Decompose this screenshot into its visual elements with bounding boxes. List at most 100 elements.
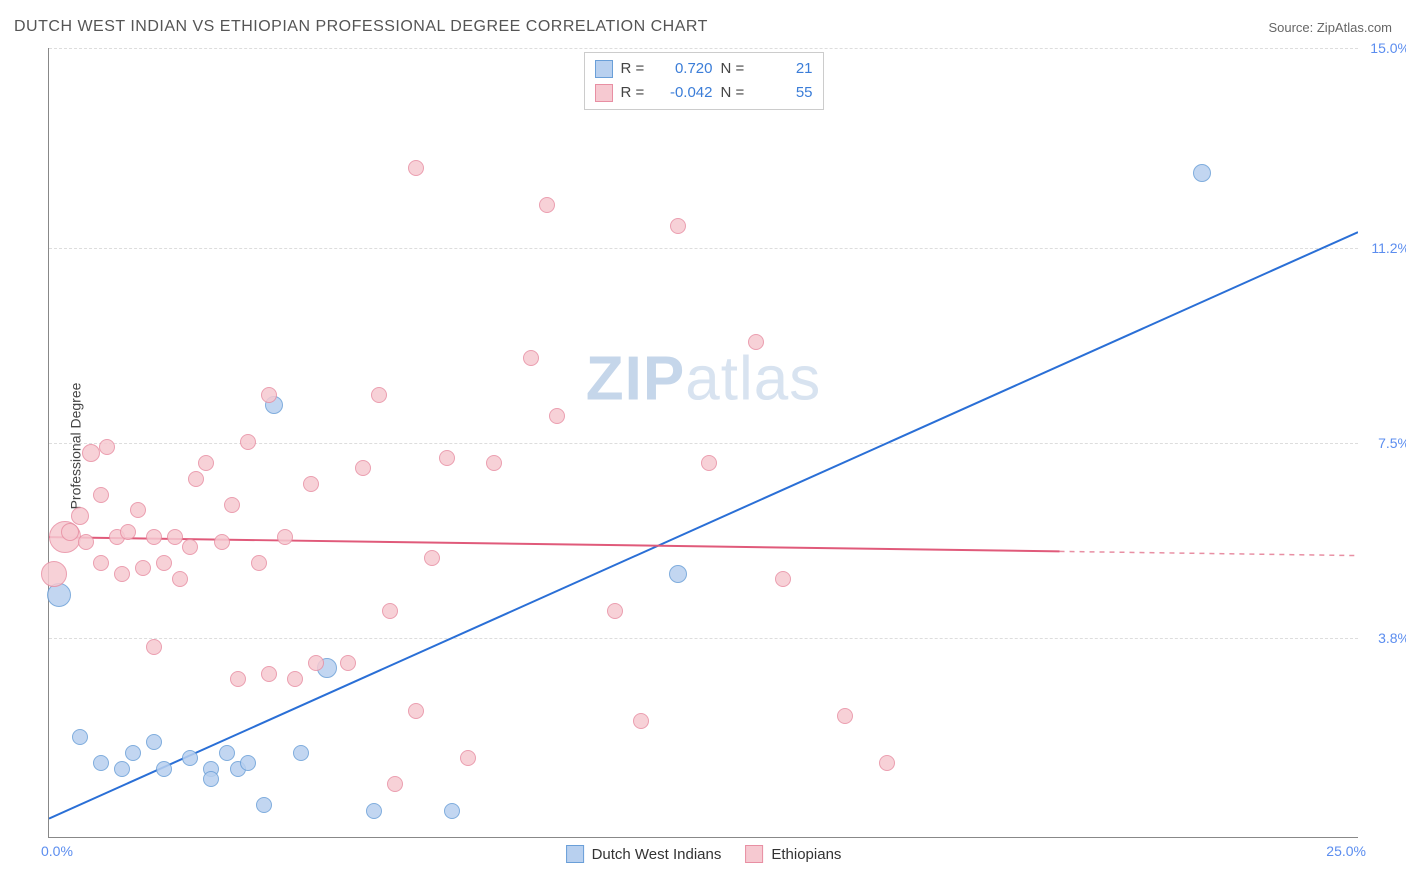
data-point bbox=[748, 334, 764, 350]
data-point bbox=[120, 524, 136, 540]
data-point bbox=[382, 603, 398, 619]
data-point bbox=[287, 671, 303, 687]
data-point bbox=[203, 771, 219, 787]
x-tick-max: 25.0% bbox=[1326, 843, 1366, 859]
chart-source: Source: ZipAtlas.com bbox=[1268, 20, 1392, 35]
data-point bbox=[230, 671, 246, 687]
data-point bbox=[408, 160, 424, 176]
data-point bbox=[156, 761, 172, 777]
data-point bbox=[188, 471, 204, 487]
data-point bbox=[78, 534, 94, 550]
n-label: N = bbox=[721, 81, 749, 105]
legend-stats: R = 0.720 N = 21 R = -0.042 N = 55 bbox=[584, 52, 824, 110]
data-point bbox=[130, 502, 146, 518]
data-point bbox=[93, 487, 109, 503]
data-point bbox=[256, 797, 272, 813]
legend-swatch bbox=[595, 84, 613, 102]
data-point bbox=[93, 555, 109, 571]
data-point bbox=[670, 218, 686, 234]
data-point bbox=[539, 197, 555, 213]
data-point bbox=[198, 455, 214, 471]
legend-swatch bbox=[745, 845, 763, 863]
data-point bbox=[669, 565, 687, 583]
legend-series: Dutch West Indians Ethiopians bbox=[566, 845, 842, 863]
data-point bbox=[172, 571, 188, 587]
chart-header: DUTCH WEST INDIAN VS ETHIOPIAN PROFESSIO… bbox=[14, 18, 1392, 36]
grid-line bbox=[49, 48, 1358, 49]
data-point bbox=[182, 539, 198, 555]
data-point bbox=[549, 408, 565, 424]
legend-series-item: Ethiopians bbox=[745, 845, 841, 863]
data-point bbox=[93, 755, 109, 771]
data-point bbox=[879, 755, 895, 771]
data-point bbox=[72, 729, 88, 745]
legend-stat-row: R = 0.720 N = 21 bbox=[595, 57, 813, 81]
data-point bbox=[82, 444, 100, 462]
data-point bbox=[240, 755, 256, 771]
data-point bbox=[240, 434, 256, 450]
r-value: 0.720 bbox=[657, 57, 713, 81]
data-point bbox=[523, 350, 539, 366]
r-value: -0.042 bbox=[657, 81, 713, 105]
watermark: ZIPatlas bbox=[586, 344, 821, 415]
n-label: N = bbox=[721, 57, 749, 81]
data-point bbox=[41, 561, 67, 587]
data-point bbox=[366, 803, 382, 819]
data-point bbox=[125, 745, 141, 761]
grid-line bbox=[49, 248, 1358, 249]
data-point bbox=[633, 713, 649, 729]
data-point bbox=[114, 761, 130, 777]
data-point bbox=[775, 571, 791, 587]
data-point bbox=[251, 555, 267, 571]
data-point bbox=[607, 603, 623, 619]
data-point bbox=[1193, 164, 1211, 182]
data-point bbox=[277, 529, 293, 545]
data-point bbox=[486, 455, 502, 471]
data-point bbox=[99, 439, 115, 455]
data-point bbox=[293, 745, 309, 761]
data-point bbox=[224, 497, 240, 513]
legend-swatch bbox=[595, 60, 613, 78]
y-tick-label: 7.5% bbox=[1378, 435, 1406, 451]
trend-line bbox=[49, 232, 1358, 818]
data-point bbox=[167, 529, 183, 545]
data-point bbox=[424, 550, 440, 566]
y-tick-label: 11.2% bbox=[1371, 240, 1406, 256]
y-tick-label: 15.0% bbox=[1370, 40, 1406, 56]
data-point bbox=[156, 555, 172, 571]
data-point bbox=[701, 455, 717, 471]
data-point bbox=[114, 566, 130, 582]
data-point bbox=[146, 529, 162, 545]
data-point bbox=[61, 523, 79, 541]
n-value: 55 bbox=[757, 81, 813, 105]
data-point bbox=[182, 750, 198, 766]
plot-area: ZIPatlas 3.8%7.5%11.2%15.0% R =0.720N =2… bbox=[48, 48, 1358, 838]
data-point bbox=[261, 666, 277, 682]
data-point bbox=[146, 734, 162, 750]
legend-swatch bbox=[566, 845, 584, 863]
trend-line-dashed bbox=[1060, 551, 1358, 555]
data-point bbox=[408, 703, 424, 719]
data-point bbox=[146, 639, 162, 655]
x-tick-min: 0.0% bbox=[41, 843, 73, 859]
legend-series-label: Dutch West Indians bbox=[592, 846, 722, 863]
y-tick-label: 3.8% bbox=[1378, 630, 1406, 646]
n-value: 21 bbox=[757, 57, 813, 81]
data-point bbox=[261, 387, 277, 403]
trend-line bbox=[49, 537, 1060, 551]
data-point bbox=[308, 655, 324, 671]
legend-stat-row: R = -0.042 N = 55 bbox=[595, 81, 813, 105]
legend-series-item: Dutch West Indians bbox=[566, 845, 722, 863]
data-point bbox=[219, 745, 235, 761]
data-point bbox=[303, 476, 319, 492]
data-point bbox=[837, 708, 853, 724]
data-point bbox=[135, 560, 151, 576]
data-point bbox=[439, 450, 455, 466]
r-label: R = bbox=[621, 81, 649, 105]
data-point bbox=[71, 507, 89, 525]
data-point bbox=[387, 776, 403, 792]
data-point bbox=[444, 803, 460, 819]
data-point bbox=[460, 750, 476, 766]
data-point bbox=[340, 655, 356, 671]
r-label: R = bbox=[621, 57, 649, 81]
